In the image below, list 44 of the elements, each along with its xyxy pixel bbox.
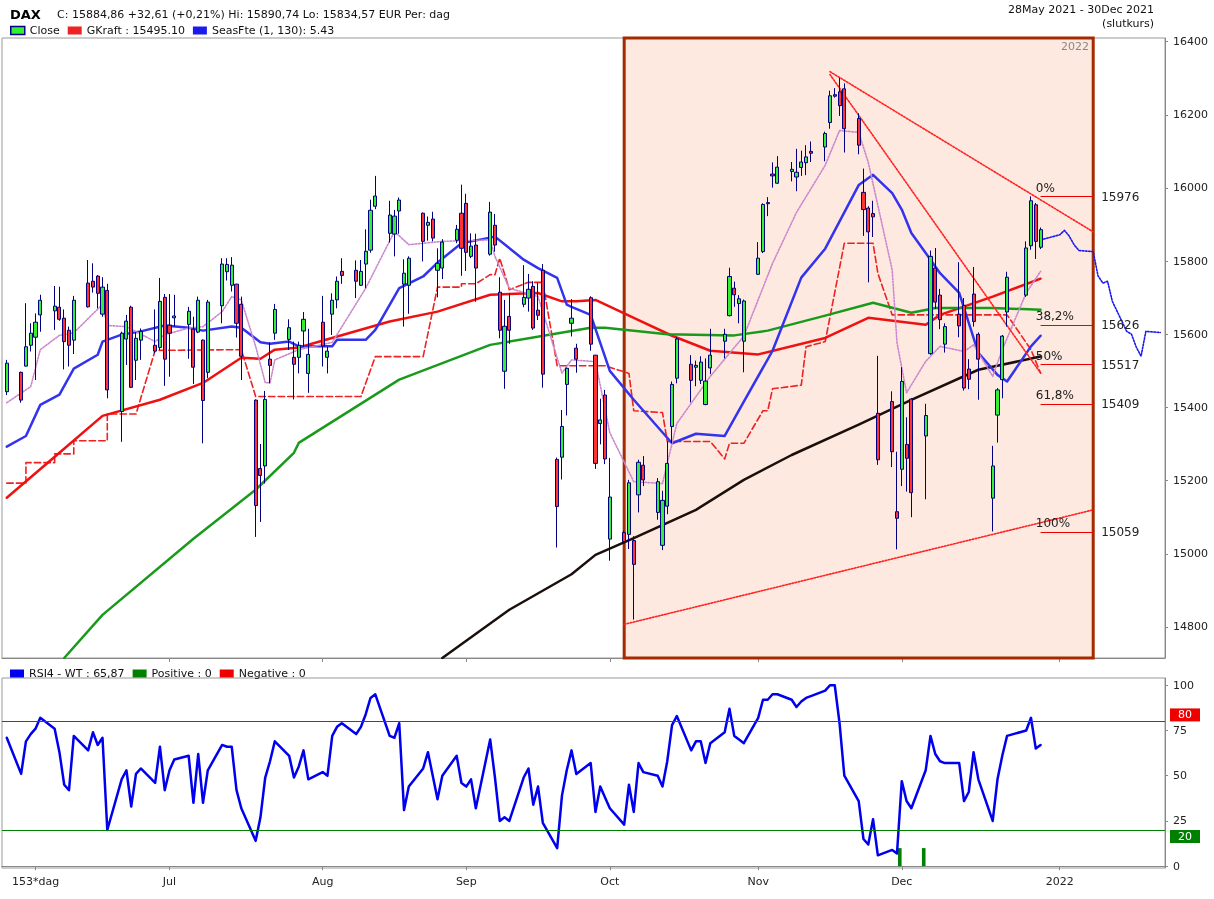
legend-label: RSI4 - WT : 65,87 xyxy=(29,667,125,680)
y-tick-label: 16200 xyxy=(1173,108,1208,122)
annotation: 0% xyxy=(1035,180,1055,195)
y-tick-label: 15400 xyxy=(1173,400,1208,414)
y-tick-label: 14800 xyxy=(1173,620,1208,634)
y-tick-label: 0 xyxy=(1173,859,1180,873)
legend-label: Positive : 0 xyxy=(151,667,212,680)
x-tick-label: Sep xyxy=(455,875,477,888)
x-tick-label: Nov xyxy=(747,875,770,888)
y-tick-label: 15200 xyxy=(1173,474,1208,488)
ref-line-label: 20 xyxy=(1178,830,1192,843)
y-tick-label: 50 xyxy=(1173,769,1187,783)
annotation: 61,8% xyxy=(1035,388,1074,403)
chart-subtitle: C: 15884,86 +32,61 (+0,21%) Hi: 15890,74 Lo: 15834,57 EUR Per: dag xyxy=(57,8,451,21)
legend-label: Negative : 0 xyxy=(238,667,306,680)
annotation: 50% xyxy=(1035,348,1063,363)
y-tick-label: 75 xyxy=(1173,723,1187,737)
y-tick-label: 15600 xyxy=(1173,327,1208,341)
x-tick-label: 2022 xyxy=(1045,875,1074,888)
y-tick-label: 100 xyxy=(1173,678,1194,692)
text: 28May 2021 - 30Dec 2021 xyxy=(1008,3,1154,16)
chart-title: DAX xyxy=(10,7,41,22)
ref-line-label: 15976 xyxy=(1101,189,1140,204)
text: (slutkurs) xyxy=(1102,17,1155,30)
y-tick-label: 15800 xyxy=(1173,254,1208,268)
x-tick-label: Jul xyxy=(161,875,177,888)
x-tick-label: Dec xyxy=(891,875,913,888)
legend-label: Close xyxy=(29,24,60,37)
x-tick-label: 153*dag xyxy=(11,875,60,888)
y-tick-label: 16400 xyxy=(1173,35,1208,49)
y-tick-label: 25 xyxy=(1173,814,1187,828)
x-tick-label: Aug xyxy=(311,875,334,888)
y-tick-label: 16000 xyxy=(1173,181,1208,195)
ref-line-label: 80 xyxy=(1178,708,1192,722)
y-tick-label: 15000 xyxy=(1173,547,1208,561)
ref-line-label: 15409 xyxy=(1101,397,1140,412)
legend-label: SeasFte (1, 130): 5.43 xyxy=(211,24,335,37)
ref-line-label: 15059 xyxy=(1101,525,1140,540)
annotation: 100% xyxy=(1035,516,1071,531)
legend-label: GKraft : 15495.10 xyxy=(86,24,185,37)
x-tick-label: Oct xyxy=(600,875,621,888)
annotation: 2022 xyxy=(1061,40,1090,53)
annotation: 38,2% xyxy=(1035,308,1074,323)
ref-line-label: 15517 xyxy=(1101,357,1140,372)
